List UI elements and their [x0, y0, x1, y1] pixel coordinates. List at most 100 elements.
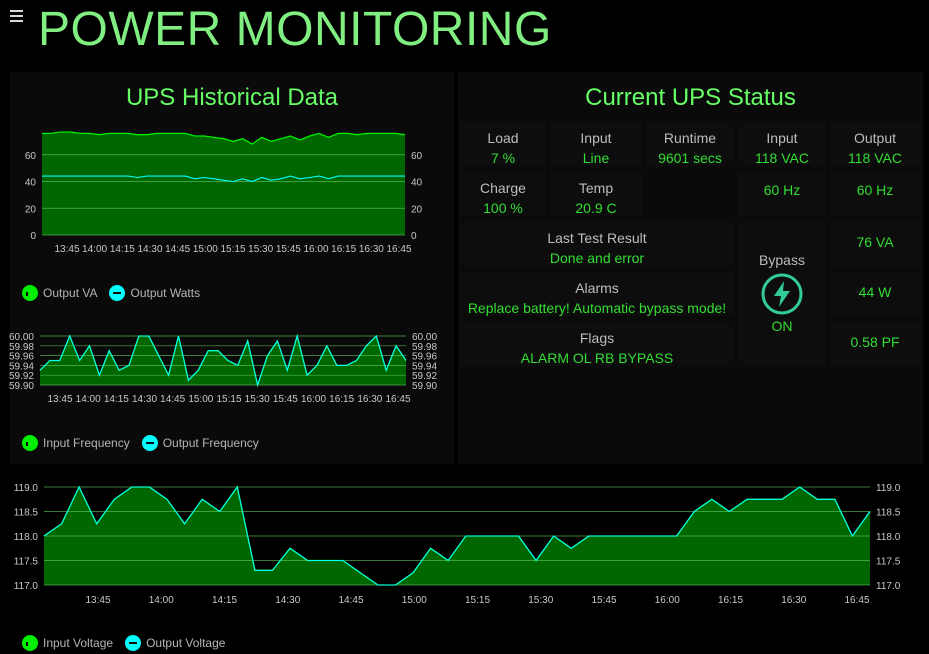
x-tick-label: 16:30	[359, 244, 384, 255]
load-value: 7 %	[490, 150, 516, 166]
legend-output-watts[interactable]: Output Watts	[109, 285, 200, 301]
temp-value: 20.9 C	[575, 200, 617, 216]
x-tick-label: 16:45	[386, 244, 411, 255]
charge-cell: Charge 100 %	[460, 172, 546, 216]
y-tick-label-right: 59.90	[412, 381, 437, 392]
historical-title: UPS Historical Data	[125, 84, 339, 111]
series-line-output-watts	[42, 175, 405, 183]
x-tick-label: 16:15	[331, 244, 356, 255]
x-tick-label: 15:45	[591, 595, 616, 606]
x-tick-label: 14:15	[212, 595, 237, 606]
frequency-legend: Input Frequency Output Frequency	[22, 435, 271, 451]
x-tick-label: 16:30	[357, 394, 382, 405]
series-line-output-va	[42, 131, 406, 145]
runtime-label: Runtime	[663, 130, 717, 146]
status-title: Current UPS Status	[585, 84, 796, 111]
watts-value: 44 W	[858, 284, 892, 300]
charge-label: Charge	[480, 180, 526, 196]
last-test-value: Done and error	[549, 250, 645, 266]
output-voltage-label: Output	[853, 130, 897, 146]
x-tick-label: 16:15	[718, 595, 743, 606]
y-tick-label: 59.90	[9, 381, 34, 392]
temp-cell: Temp 20.9 C	[550, 172, 642, 216]
temp-label: Temp	[578, 180, 614, 196]
y-tick-label-right: 60.00	[412, 332, 437, 343]
x-tick-label: 14:30	[137, 244, 162, 255]
x-tick-label: 15:30	[248, 244, 273, 255]
input-source-value: Line	[582, 150, 610, 166]
pf-value: 0.58 PF	[850, 334, 900, 350]
y-tick-label-right: 119.0	[876, 483, 901, 494]
bypass-cell: Bypass ON	[738, 222, 826, 366]
series-line-output-frequency	[39, 333, 407, 388]
hamburger-icon[interactable]	[10, 10, 23, 22]
x-tick-label: 16:00	[303, 244, 328, 255]
area-series-icon	[22, 285, 38, 301]
alarms-value: Replace battery! Automatic bypass mode!	[467, 300, 727, 316]
y-tick-label-right: 0	[411, 231, 417, 242]
series-line-output-voltage	[43, 485, 871, 586]
last-test-label: Last Test Result	[547, 230, 647, 246]
x-tick-label: 14:30	[132, 394, 157, 405]
output-frequency-cell: 60 Hz	[830, 172, 920, 216]
y-tick-label: 118.5	[14, 508, 39, 519]
legend-output-va[interactable]: Output VA	[22, 285, 97, 301]
page-title: POWER MONITORING	[38, 3, 552, 56]
line-series-icon	[125, 635, 142, 651]
input-voltage-label: Input	[766, 130, 798, 146]
load-cell: Load 7 %	[460, 122, 546, 166]
y-tick-label-right: 40	[411, 178, 423, 189]
x-tick-label: 15:30	[528, 595, 553, 606]
x-tick-label: 16:45	[844, 595, 869, 606]
x-tick-label: 13:45	[54, 244, 79, 255]
x-tick-label: 14:45	[165, 244, 190, 255]
x-tick-label: 15:00	[193, 244, 218, 255]
x-tick-label: 16:00	[301, 394, 326, 405]
y-tick-label-right: 59.94	[412, 361, 437, 372]
y-tick-label-right: 59.96	[412, 352, 437, 363]
y-tick-label: 117.0	[14, 581, 39, 592]
flags-label: Flags	[579, 330, 615, 346]
input-voltage-cell: Input 118 VAC	[738, 122, 826, 166]
legend-output-frequency[interactable]: Output Frequency	[141, 435, 259, 451]
y-tick-label-right: 59.92	[412, 371, 437, 382]
output-frequency-value: 60 Hz	[856, 182, 894, 198]
y-tick-label-right: 20	[411, 204, 423, 215]
y-tick-label: 20	[25, 204, 37, 215]
y-tick-label: 0	[30, 231, 36, 242]
x-tick-label: 16:45	[385, 394, 410, 405]
y-tick-label: 60.00	[9, 332, 34, 343]
x-tick-label: 15:30	[245, 394, 270, 405]
watts-cell: 44 W	[830, 272, 920, 316]
power-legend: Output VA Output Watts	[22, 285, 212, 301]
x-tick-label: 15:15	[220, 244, 245, 255]
legend-input-frequency[interactable]: Input Frequency	[22, 435, 130, 451]
va-value: 76 VA	[856, 234, 894, 250]
y-tick-label-right: 117.0	[876, 581, 901, 592]
y-tick-label: 119.0	[14, 483, 39, 494]
legend-output-voltage[interactable]: Output Voltage	[125, 635, 225, 651]
x-tick-label: 15:45	[276, 244, 301, 255]
output-voltage-cell: Output 118 VAC	[830, 122, 920, 166]
series-area-output-va	[42, 132, 405, 235]
x-tick-label: 14:30	[275, 595, 300, 606]
voltage-chart: 117.0 117.0 117.5 117.5 118.0 118.0 118.5 118.5…	[14, 483, 901, 606]
x-tick-label: 13:45	[85, 595, 110, 606]
y-tick-label: 59.98	[9, 342, 34, 353]
y-tick-label: 59.94	[9, 361, 34, 372]
charge-value: 100 %	[483, 200, 523, 216]
legend-input-voltage[interactable]: Input Voltage	[22, 635, 113, 651]
x-tick-label: 15:45	[273, 394, 298, 405]
input-frequency-value: 60 Hz	[763, 182, 801, 198]
x-tick-label: 14:45	[338, 595, 363, 606]
y-tick-label-right: 118.5	[876, 508, 901, 519]
x-tick-label: 15:15	[216, 394, 241, 405]
input-voltage-value: 118 VAC	[755, 150, 809, 166]
y-tick-label: 60	[25, 151, 37, 162]
alarms-cell: Alarms Replace battery! Automatic bypass…	[460, 272, 734, 316]
y-tick-label-right: 117.5	[876, 557, 901, 568]
input-frequency-cell: 60 Hz	[738, 172, 826, 216]
bypass-state: ON	[771, 318, 793, 334]
x-tick-label: 14:00	[82, 244, 107, 255]
